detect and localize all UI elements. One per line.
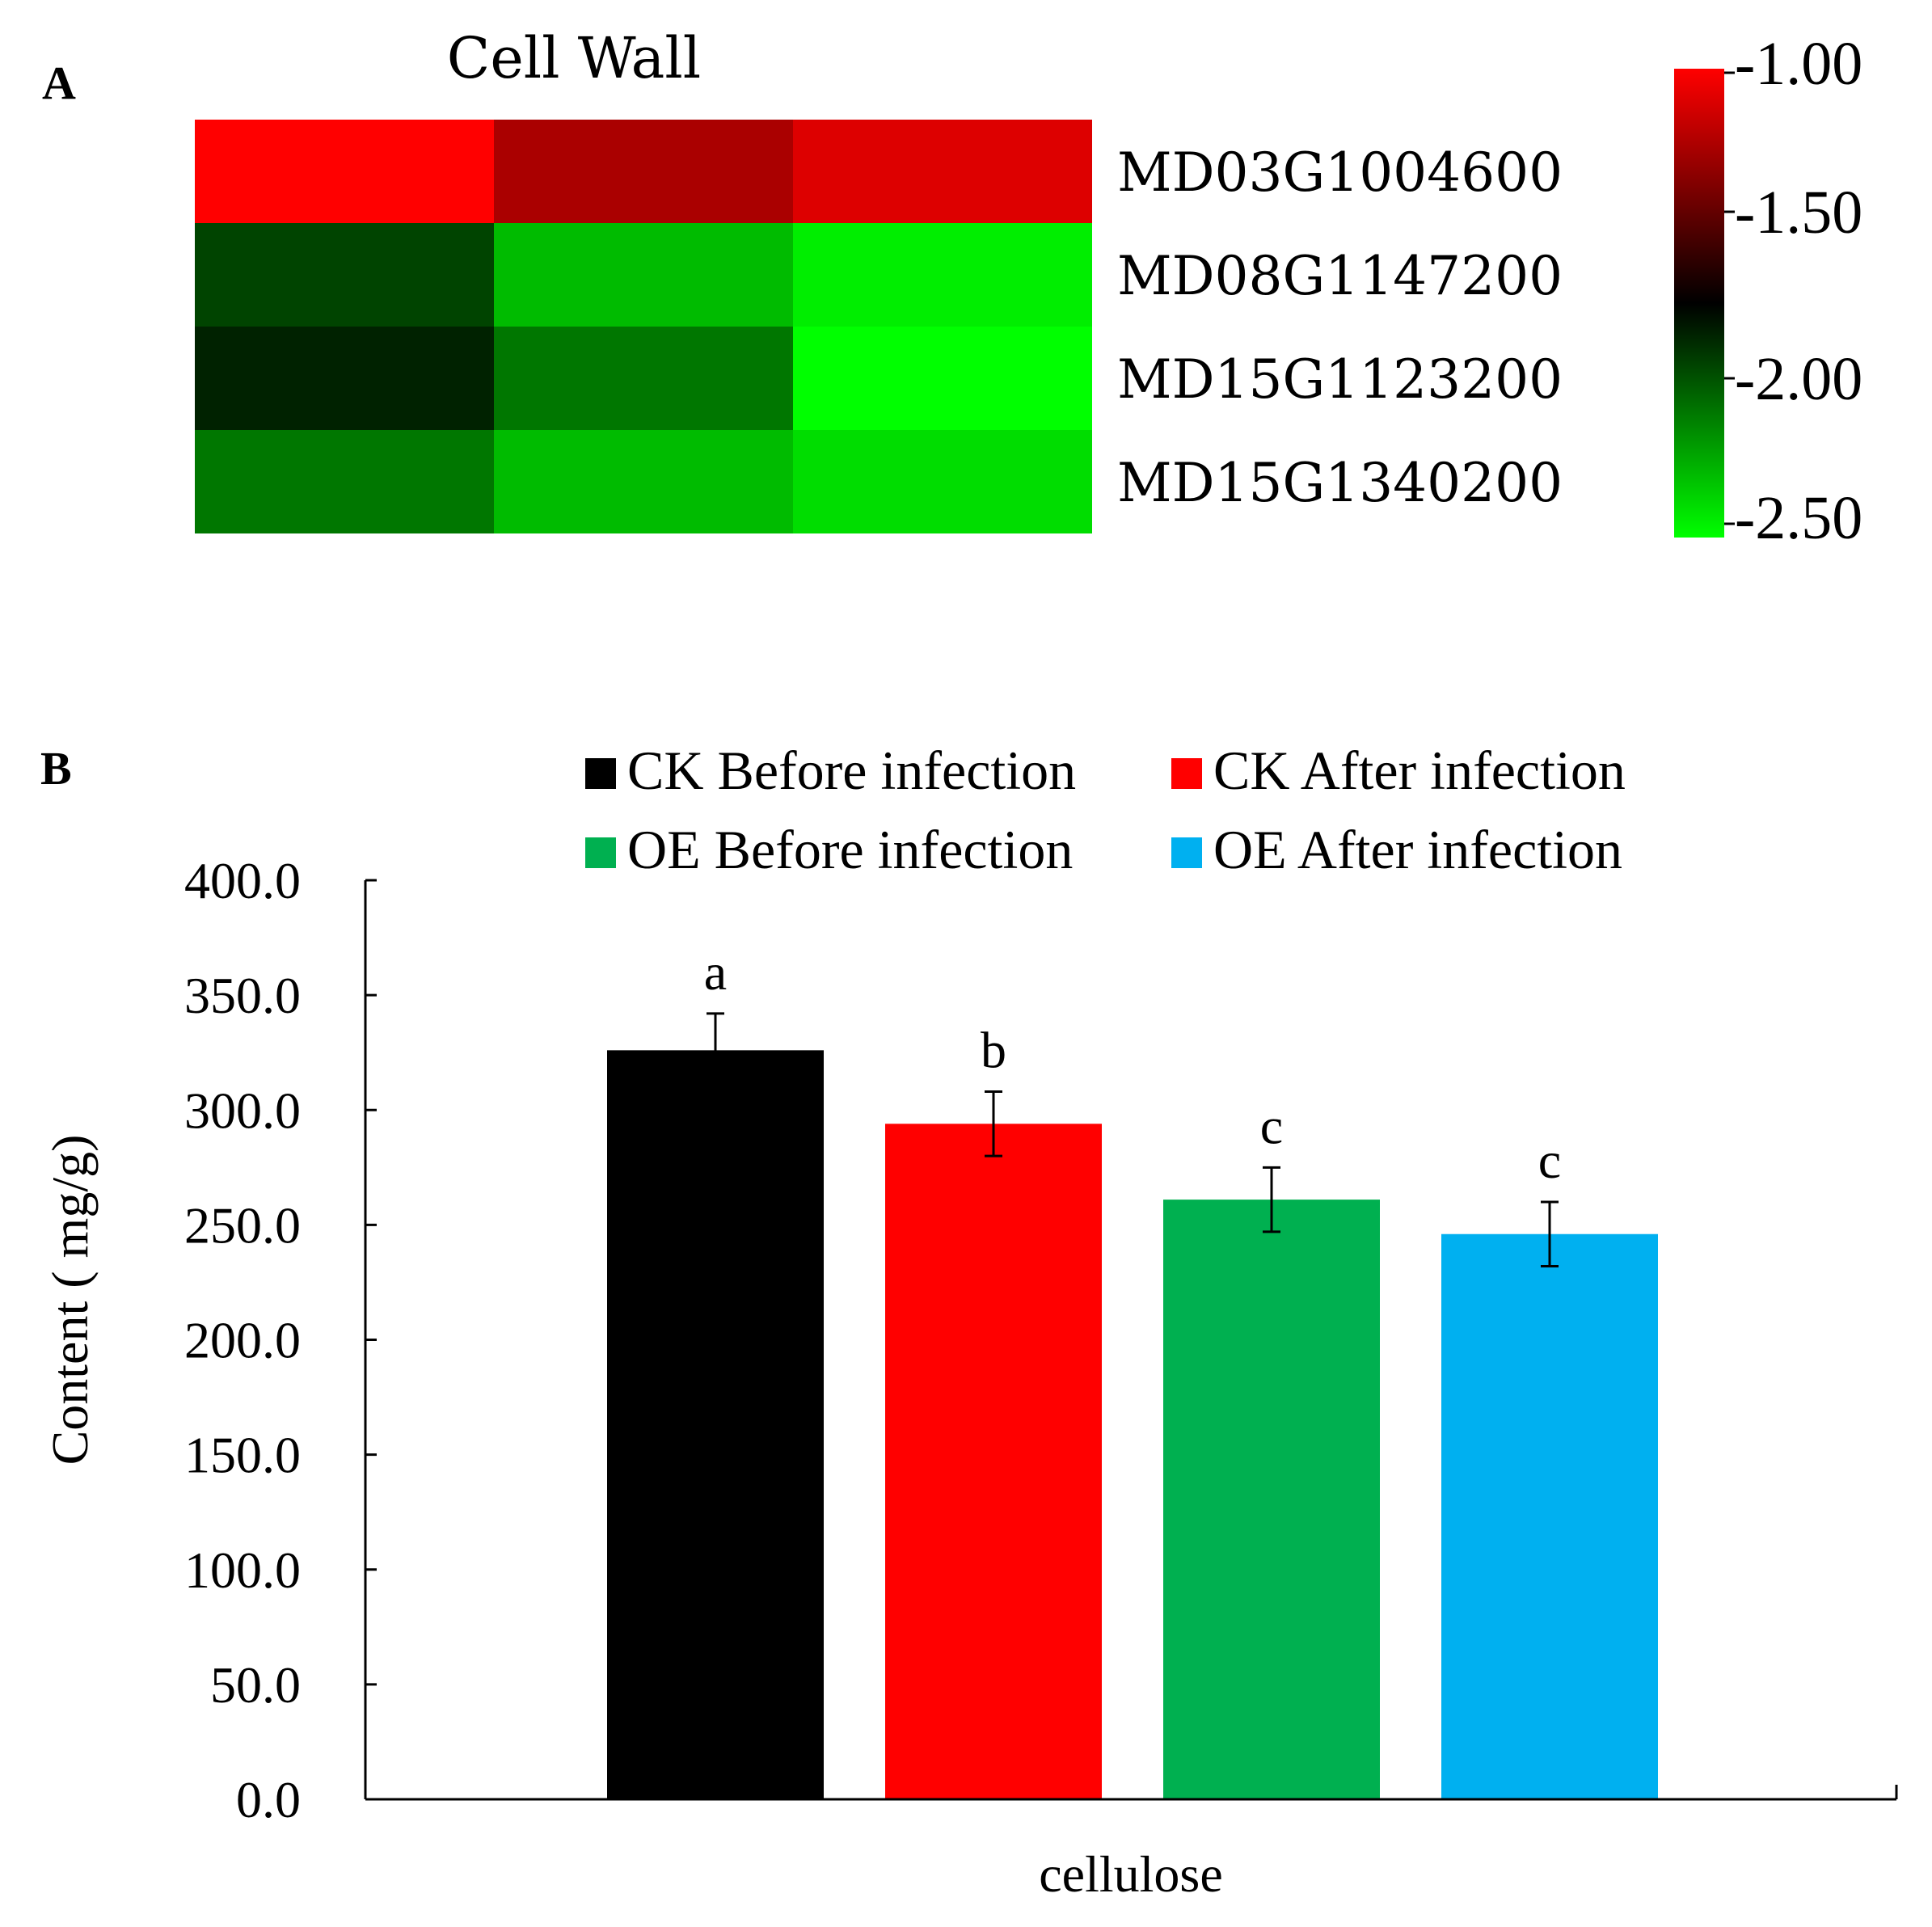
y-tick-label: 150.0 — [184, 1427, 301, 1484]
colorbar-tick-label: -2.50 — [1735, 484, 1862, 552]
colorbar — [1674, 69, 1724, 538]
y-tick-label: 350.0 — [184, 967, 301, 1024]
heatmap-cell — [793, 120, 1092, 223]
colorbar-tick-label: -1.50 — [1735, 179, 1862, 247]
heatmap-cells — [195, 120, 1092, 533]
legend: CK Before infection CK After infection OE … — [585, 740, 1626, 880]
significance-letter: c — [1260, 1097, 1283, 1154]
legend-swatch — [1171, 837, 1202, 868]
y-tick-label: 50.0 — [210, 1656, 301, 1714]
significance-letter: c — [1538, 1132, 1561, 1189]
heatmap-cell — [195, 120, 494, 223]
y-tick-label: 0.0 — [236, 1771, 301, 1828]
legend-label: OE Before infection — [627, 819, 1073, 880]
colorbar-ticks: -1.00 -1.50 -2.00 -2.50 — [1724, 30, 1862, 552]
heatmap-row-label: MD08G1147200 — [1117, 245, 1563, 307]
y-tick-label: 100.0 — [184, 1541, 301, 1599]
heatmap-row-label: MD03G1004600 — [1117, 141, 1563, 204]
bar — [607, 1050, 824, 1799]
heatmap-cell — [793, 327, 1092, 430]
bar — [1163, 1200, 1380, 1799]
legend-label: OE After infection — [1213, 819, 1622, 880]
panel-letter-a: A — [42, 57, 76, 109]
heatmap-cell — [494, 120, 793, 223]
legend-swatch — [585, 837, 616, 868]
significance-letter: b — [981, 1022, 1006, 1079]
y-tick-label: 200.0 — [184, 1312, 301, 1369]
x-category-label: cellulose — [1039, 1845, 1222, 1903]
heatmap-cell — [494, 430, 793, 533]
legend-swatch — [585, 758, 616, 789]
y-axis-label: Content ( mg/g) — [41, 1135, 99, 1465]
y-axis: 0.0 50.0 100.0 150.0 200.0 250.0 300.0 350.0 400… — [184, 852, 377, 1828]
legend-label: CK Before infection — [627, 740, 1076, 801]
heatmap-cell — [494, 223, 793, 327]
heatmap-cell — [195, 327, 494, 430]
panel-b-bar-chart: B CK Before infection CK After infection O… — [40, 740, 1898, 1903]
bar — [885, 1124, 1102, 1799]
heatmap-row-labels: MD03G1004600 MD08G1147200 MD15G1123200 MD15… — [1117, 141, 1563, 514]
heatmap-cell — [195, 430, 494, 533]
heatmap-cell — [494, 327, 793, 430]
panel-a-heatmap: A Cell Wall MD03G1004600 MD08G1147200 MD15… — [42, 25, 1862, 552]
legend-swatch — [1171, 758, 1202, 789]
heatmap-title: Cell Wall — [447, 25, 701, 91]
colorbar-tick-label: -1.00 — [1735, 30, 1862, 98]
y-tick-label: 300.0 — [184, 1082, 301, 1139]
bars: a b c c — [607, 943, 1658, 1799]
legend-label: CK After infection — [1213, 740, 1626, 801]
panel-letter-b: B — [40, 742, 72, 795]
y-tick-label: 250.0 — [184, 1196, 301, 1254]
bar — [1441, 1233, 1658, 1799]
heatmap-row-label: MD15G1340200 — [1117, 452, 1563, 514]
y-tick-label: 400.0 — [184, 852, 301, 909]
x-axis: cellulose — [365, 1785, 1898, 1903]
heatmap-row-label: MD15G1123200 — [1117, 348, 1563, 411]
significance-letter: a — [704, 943, 727, 1001]
heatmap-cell — [195, 223, 494, 327]
colorbar-tick-label: -2.00 — [1735, 345, 1862, 413]
heatmap-cell — [793, 430, 1092, 533]
heatmap-cell — [793, 223, 1092, 327]
